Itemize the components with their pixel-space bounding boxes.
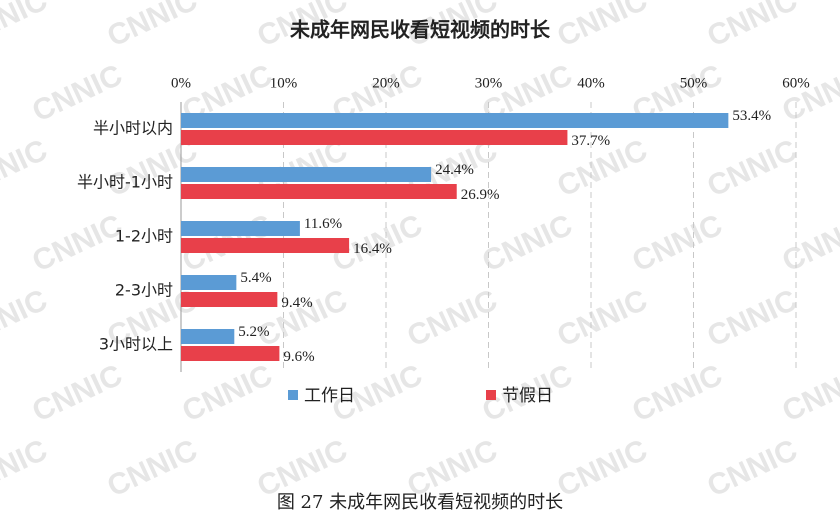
watermark: CNNIC xyxy=(552,0,652,54)
bar xyxy=(181,238,350,253)
watermark: CNNIC xyxy=(702,133,802,203)
bar xyxy=(181,130,568,145)
watermark: CNNIC xyxy=(552,433,652,503)
bar xyxy=(181,184,457,199)
watermark: CNNIC xyxy=(402,283,502,353)
watermark: CNNIC xyxy=(0,133,52,203)
bar xyxy=(181,275,237,290)
caption: 图 27 未成年网民收看短视频的时长 xyxy=(277,492,563,513)
value-label: 11.6% xyxy=(304,216,342,232)
value-label: 5.4% xyxy=(240,270,271,286)
legend-swatch xyxy=(288,390,298,400)
watermark: CNNIC xyxy=(627,358,727,428)
watermark: CNNIC xyxy=(777,58,840,128)
watermark: CNNIC xyxy=(0,283,52,353)
watermark: CNNIC xyxy=(0,433,52,503)
watermark: CNNIC xyxy=(702,283,802,353)
value-label: 9.6% xyxy=(283,349,314,365)
watermark: CNNIC xyxy=(552,283,652,353)
watermark: CNNIC xyxy=(102,0,202,54)
x-tick-label: 30% xyxy=(475,75,503,91)
watermark: CNNIC xyxy=(102,433,202,503)
watermark: CNNIC xyxy=(627,208,727,278)
x-tick-label: 0% xyxy=(171,75,191,91)
watermark: CNNIC xyxy=(27,208,127,278)
legend-swatch xyxy=(486,390,496,400)
y-tick-label: 3小时以上 xyxy=(99,335,173,354)
x-tick-label: 40% xyxy=(577,75,605,91)
watermark: CNNIC xyxy=(777,208,840,278)
bar xyxy=(181,292,278,307)
value-label: 5.2% xyxy=(238,324,269,340)
watermark: CNNIC xyxy=(702,433,802,503)
y-tick-label: 半小时以内 xyxy=(93,119,173,138)
watermark: CNNIC xyxy=(777,358,840,428)
bar xyxy=(181,221,300,236)
value-label: 37.7% xyxy=(571,133,610,149)
bar xyxy=(181,329,235,344)
bar xyxy=(181,113,729,128)
x-tick-label: 20% xyxy=(372,75,400,91)
x-tick-label: 10% xyxy=(270,75,298,91)
legend-label: 节假日 xyxy=(502,386,553,406)
watermark: CNNIC xyxy=(177,358,277,428)
bar xyxy=(181,167,432,182)
watermark: CNNIC xyxy=(477,208,577,278)
y-tick-label: 2-3小时 xyxy=(115,281,173,300)
y-tick-label: 1-2小时 xyxy=(115,227,173,246)
bar xyxy=(181,346,280,361)
chart-title: 未成年网民收看短视频的时长 xyxy=(290,18,551,42)
x-tick-label: 60% xyxy=(782,75,810,91)
watermark: CNNIC xyxy=(27,358,127,428)
value-label: 16.4% xyxy=(353,241,392,257)
value-label: 53.4% xyxy=(732,108,771,124)
value-label: 9.4% xyxy=(281,295,312,311)
watermark: CNNIC xyxy=(702,0,802,54)
value-label: 24.4% xyxy=(435,162,474,178)
legend-label: 工作日 xyxy=(304,386,355,406)
x-tick-label: 50% xyxy=(680,75,708,91)
y-tick-label: 半小时-1小时 xyxy=(77,173,173,192)
value-label: 26.9% xyxy=(461,187,500,203)
watermark: CNNIC xyxy=(0,0,52,54)
